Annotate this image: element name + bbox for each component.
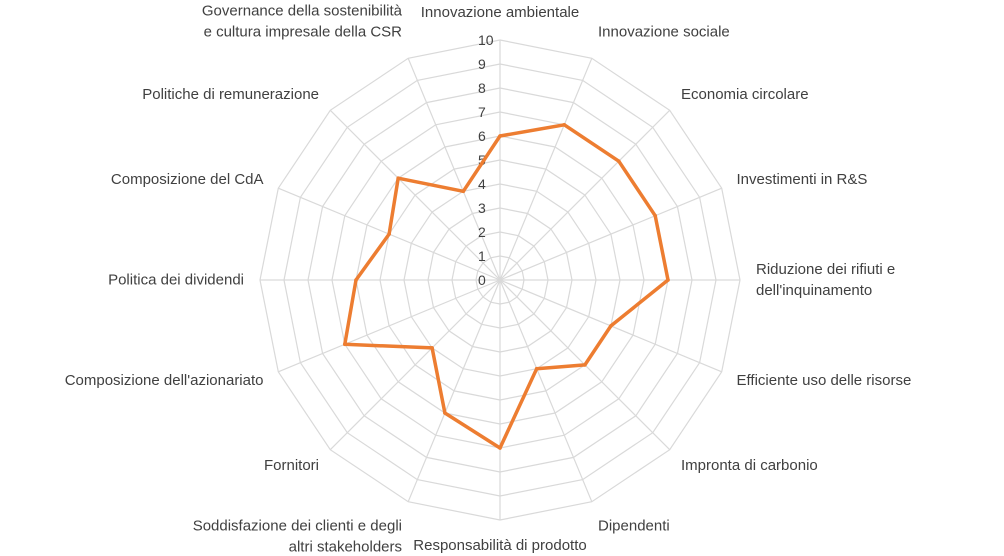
grid-spoke xyxy=(499,58,593,281)
tick-label: 9 xyxy=(478,56,486,72)
data-point xyxy=(343,342,347,347)
data-point xyxy=(498,134,502,138)
tick-label: 2 xyxy=(478,224,486,240)
data-point xyxy=(461,189,466,194)
tick-label: 1 xyxy=(478,248,486,264)
data-point xyxy=(609,324,613,328)
category-label: Soddisfazione dei clienti e degli altri s… xyxy=(193,518,402,556)
grid-spoke xyxy=(499,109,671,281)
data-point xyxy=(534,366,539,371)
category-label: Composizione del CdA xyxy=(111,171,264,188)
data-point xyxy=(583,363,587,367)
grid-spoke xyxy=(499,187,722,281)
grid-spoke xyxy=(329,109,501,281)
category-label: Composizione dell'azionariato xyxy=(65,372,264,389)
category-label: Riduzione dei rifiuti e dell'inquinamento xyxy=(756,261,895,299)
series-layer xyxy=(343,123,670,450)
data-point xyxy=(666,278,670,282)
tick-label: 7 xyxy=(478,104,486,120)
data-point xyxy=(396,176,401,180)
category-label: Politica dei dividendi xyxy=(108,272,244,289)
grid-spoke xyxy=(278,279,501,373)
category-label: Politiche di remunerazione xyxy=(142,86,319,103)
data-point xyxy=(498,446,502,450)
grid-spoke xyxy=(407,58,501,281)
data-point xyxy=(443,411,447,415)
category-labels: Innovazione ambientale Innovazione social… xyxy=(65,3,912,556)
category-label: Innovazione sociale xyxy=(598,24,730,41)
category-label: Governance della sostenibilità e cultura … xyxy=(202,3,403,41)
data-point xyxy=(354,278,358,282)
radar-grid xyxy=(259,39,741,521)
grid-spoke xyxy=(499,279,593,502)
tick-label: 0 xyxy=(478,272,486,288)
tick-label: 8 xyxy=(478,80,486,96)
category-label: Responsabilità di prodotto xyxy=(413,537,586,554)
tick-label: 6 xyxy=(478,128,486,144)
category-label: Innovazione ambientale xyxy=(421,4,579,21)
tick-label: 3 xyxy=(478,200,486,216)
grid-spoke xyxy=(329,279,501,451)
data-point xyxy=(562,123,567,127)
data-point xyxy=(617,159,621,163)
data-point xyxy=(653,213,657,218)
tick-label: 10 xyxy=(478,32,494,48)
category-label: Economia circolare xyxy=(681,86,809,103)
data-point xyxy=(430,346,434,350)
category-label: Impronta di carbonio xyxy=(681,457,818,474)
tick-label: 4 xyxy=(478,176,486,192)
category-label: Fornitori xyxy=(264,457,319,474)
data-point xyxy=(387,232,391,236)
grid-spoke xyxy=(407,279,501,502)
category-label: Investimenti in R&S xyxy=(737,171,868,188)
category-label: Efficiente uso delle risorse xyxy=(737,372,912,389)
category-label: Dipendenti xyxy=(598,518,670,535)
